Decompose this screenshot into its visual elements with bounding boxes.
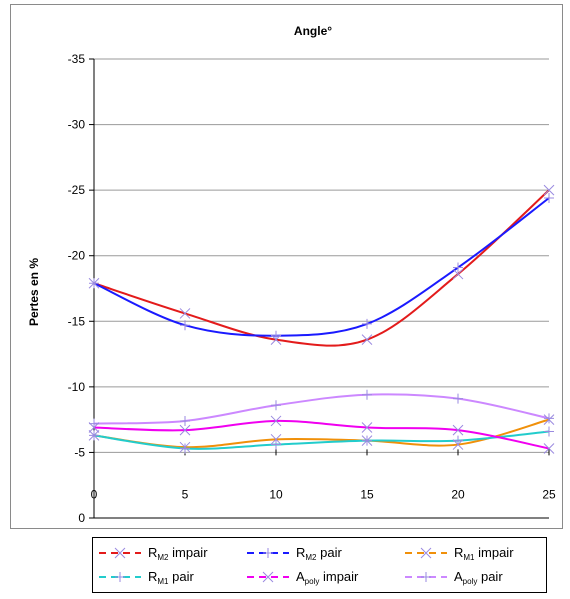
data-point-s3-5 [544,426,554,437]
y-tick-label-4: -15 [68,314,86,328]
legend-entry-3: RM1 pair [99,569,194,586]
legend-label-5: Apoly pair [454,569,503,586]
legend-entry-2: RM1 impair [405,545,514,562]
legend-marker-5 [421,572,431,582]
x-tick-label-0: 0 [91,487,98,501]
x-tick-label-3: 15 [360,487,374,501]
x-tick-label-5: 25 [542,487,556,501]
series-line-3 [93,430,550,450]
data-point-s2-2 [270,433,282,445]
legend: RM2 impair RM2 pair RM1 impair RM1 pair Apol… [92,537,547,593]
legend-entry-0: RM2 impair [99,545,208,562]
data-point-s3-3 [362,435,372,446]
data-point-s4-3 [361,422,373,433]
data-point-s0-5 [543,184,555,196]
chart-title: Angle° [294,24,332,38]
series-line-2 [93,418,550,449]
data-point-s4-2 [270,415,282,427]
data-point-s1-3 [362,318,372,329]
legend-items: RM2 impair RM2 pair RM1 impair RM1 pair Apol… [99,545,514,586]
legend-entry-1: RM2 pair [247,545,342,562]
data-point-s5-5 [544,413,554,424]
data-point-s1-0 [89,278,99,289]
y-tick-label-1: -30 [68,118,86,132]
series-line-1 [93,197,550,337]
legend-label-4: Apoly impair [296,569,359,586]
y-tick-label-2: -25 [68,183,86,197]
legend-marker-4 [262,571,274,583]
data-point-s1-2 [271,330,281,341]
legend-label-1: RM2 pair [296,545,342,562]
data-point-s5-3 [362,389,372,400]
grid-lines [94,58,549,453]
y-tick-label-5: -10 [68,380,86,394]
data-point-s5-1 [180,415,190,426]
y-tick-label-7: 0 [78,511,85,525]
x-tick-label-4: 20 [451,487,465,501]
legend-label-0: RM2 impair [148,545,208,562]
data-point-s0-3 [361,334,373,345]
data-point-s4-1 [179,424,191,436]
series-line-5 [93,393,550,425]
data-point-s5-2 [271,400,281,411]
data-point-s3-4 [453,435,463,446]
axes [89,58,550,519]
legend-marker-1 [263,548,273,558]
legend-label-2: RM1 impair [454,545,514,562]
data-point-s5-0 [89,418,99,429]
data-point-s3-2 [271,439,281,450]
series-line-0 [93,189,550,347]
series-markers [88,184,555,454]
data-point-s4-4 [452,424,464,436]
y-tick-label-0: -35 [68,52,86,66]
x-tick-label-2: 10 [269,487,283,501]
series-lines [93,189,550,450]
legend-marker-2 [420,547,432,559]
data-point-s3-0 [89,430,99,441]
y-tick-label-3: -20 [68,249,86,263]
data-point-s4-5 [543,443,555,454]
legend-entry-5: Apoly pair [405,569,503,586]
data-point-s0-1 [179,308,191,319]
legend-marker-3 [115,572,125,582]
series-line-4 [93,419,550,450]
y-axis-label: Pertes en % [27,258,41,326]
legend-marker-0 [114,547,126,559]
data-point-s0-4 [452,268,464,280]
data-point-s1-1 [180,320,190,331]
x-tick-label-1: 5 [182,487,189,501]
data-point-s5-4 [453,393,463,404]
data-point-s1-5 [544,193,554,204]
legend-entry-4: Apoly impair [247,569,359,586]
tick-labels: -35 -30 -25 -20 -15 -10 -5 00 5 10 15 20 25 [68,52,556,525]
legend-label-3: RM1 pair [148,569,194,586]
y-tick-label-6: -5 [74,445,85,459]
data-point-s3-1 [180,443,190,454]
data-point-s1-4 [453,262,463,273]
